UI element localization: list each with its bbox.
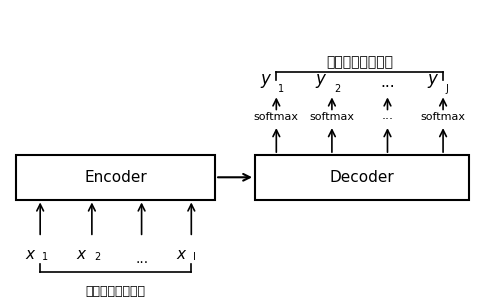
Bar <box>16 155 215 200</box>
Text: 1: 1 <box>42 252 49 262</box>
Text: $x$: $x$ <box>176 247 187 262</box>
Text: 2: 2 <box>334 83 340 94</box>
Text: 正規化後の材料名: 正規化後の材料名 <box>326 55 393 69</box>
Text: J: J <box>445 83 448 94</box>
Text: レシピ中の材料名: レシピ中の材料名 <box>86 285 146 298</box>
Text: Decoder: Decoder <box>329 170 394 185</box>
Text: $y$: $y$ <box>260 71 272 90</box>
Text: 2: 2 <box>94 252 100 262</box>
Text: ...: ... <box>380 75 395 90</box>
Text: Encoder: Encoder <box>84 170 147 185</box>
Text: softmax: softmax <box>309 112 354 122</box>
Text: I: I <box>193 252 196 262</box>
Bar <box>255 155 469 200</box>
Text: ...: ... <box>135 252 148 266</box>
Text: $x$: $x$ <box>24 247 36 262</box>
Text: ...: ... <box>382 109 393 122</box>
Text: softmax: softmax <box>254 112 299 122</box>
Text: $y$: $y$ <box>316 71 328 90</box>
Text: softmax: softmax <box>420 112 466 122</box>
Text: $y$: $y$ <box>427 71 439 90</box>
Text: 1: 1 <box>278 83 284 94</box>
Text: $x$: $x$ <box>76 247 88 262</box>
